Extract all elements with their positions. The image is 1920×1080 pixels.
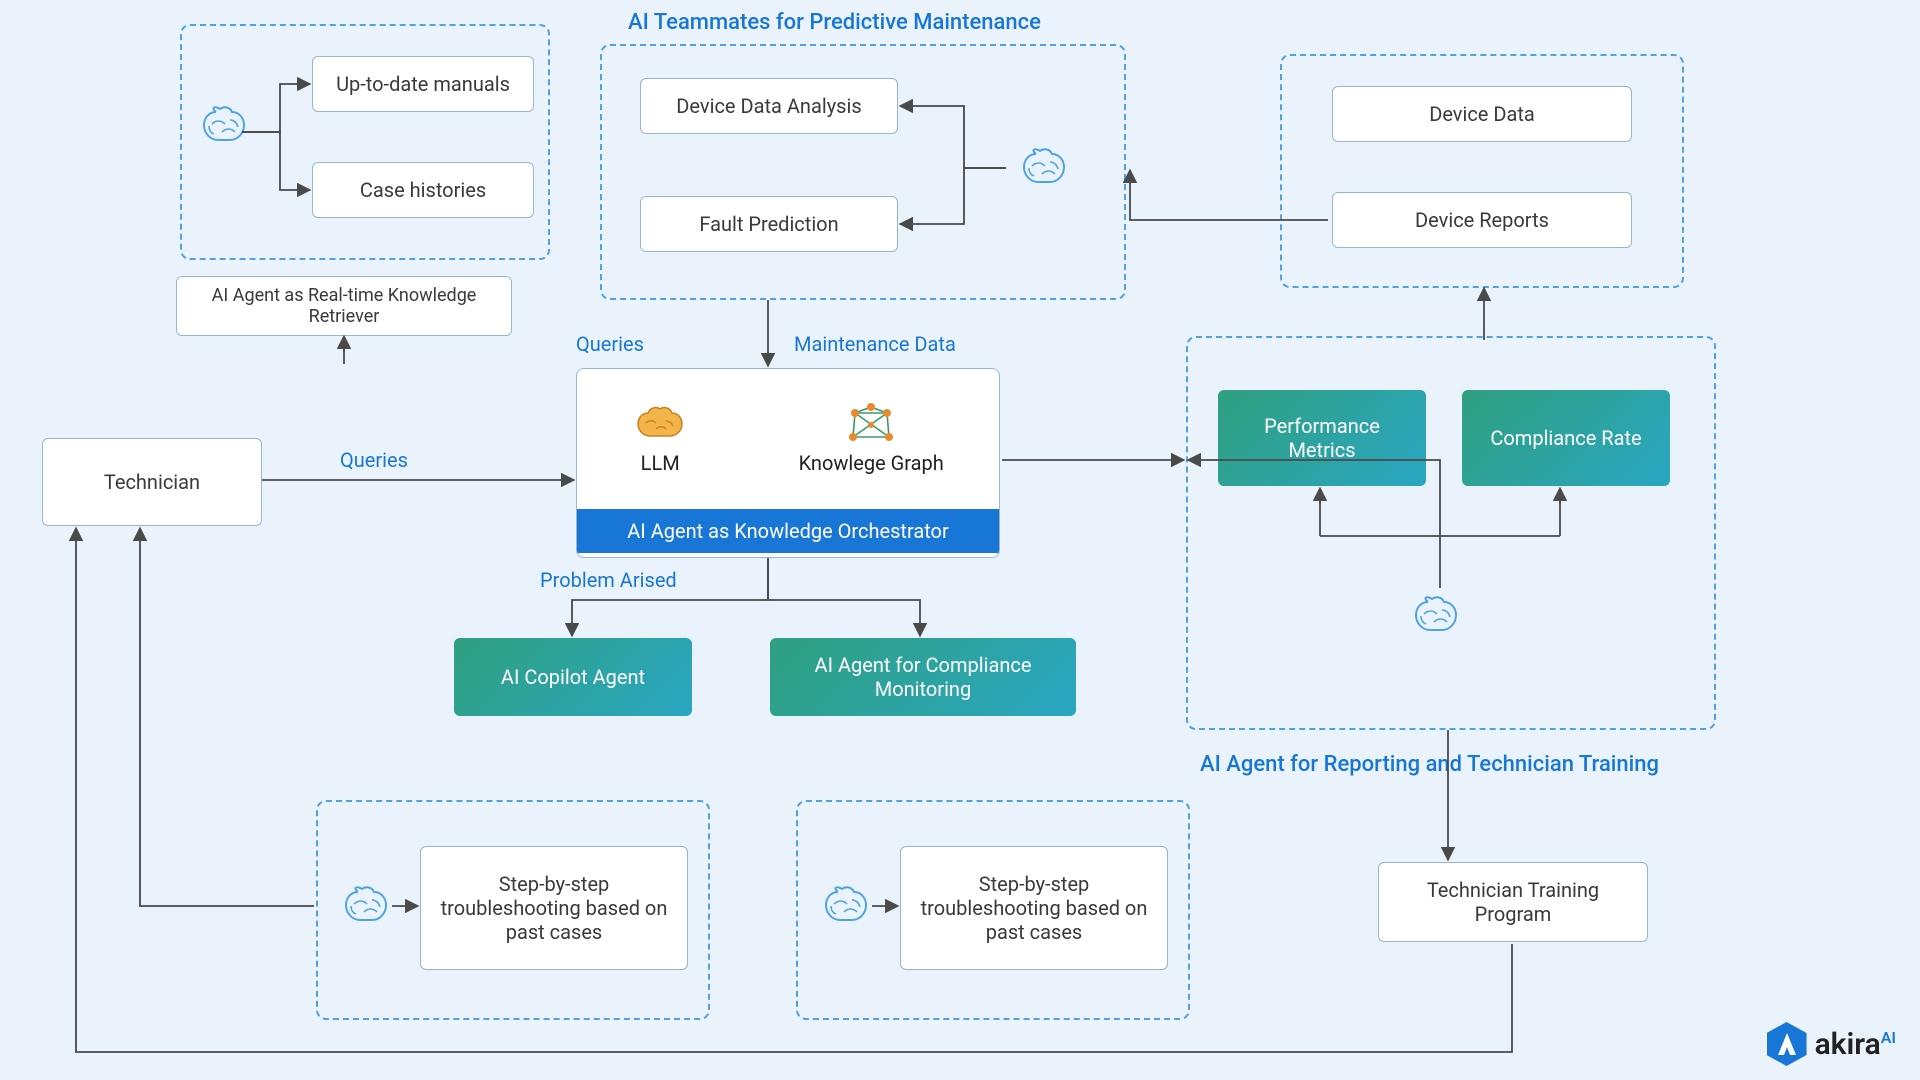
node-technician: Technician bbox=[42, 438, 262, 526]
orchestrator-kg: Knowlege Graph bbox=[799, 403, 944, 475]
node-device-data: Device Data bbox=[1332, 86, 1632, 142]
orchestrator-kg-label: Knowlege Graph bbox=[799, 451, 944, 475]
graph-icon bbox=[843, 403, 899, 447]
orchestrator-llm-label: LLM bbox=[641, 451, 680, 475]
node-compliance-rate: Compliance Rate bbox=[1462, 390, 1670, 486]
brain-icon-metrics bbox=[1410, 594, 1462, 644]
brain-icon-kr bbox=[198, 104, 250, 154]
logo-text: akiraAI bbox=[1815, 1027, 1896, 1062]
label-maintenance-data: Maintenance Data bbox=[794, 332, 956, 356]
heading-reporting-training: AI Agent for Reporting and Technician Tr… bbox=[1200, 752, 1659, 777]
logo-badge-icon bbox=[1767, 1022, 1807, 1066]
brain-icon-pm bbox=[1018, 146, 1070, 196]
brain-icon-t2 bbox=[820, 884, 872, 934]
node-troubleshoot-2: Step-by-step troubleshooting based on pa… bbox=[900, 846, 1168, 970]
diagram-canvas: AI Teammates for Predictive Maintenance … bbox=[0, 0, 1920, 1080]
node-device-data-analysis: Device Data Analysis bbox=[640, 78, 898, 134]
node-compliance-monitoring: AI Agent for Compliance Monitoring bbox=[770, 638, 1076, 716]
label-queries-up: Queries bbox=[576, 332, 644, 356]
node-troubleshoot-1: Step-by-step troubleshooting based on pa… bbox=[420, 846, 688, 970]
node-training-program: Technician Training Program bbox=[1378, 862, 1648, 942]
node-orchestrator: LLM Knowlege Graph bbox=[576, 368, 1000, 558]
logo: akiraAI bbox=[1767, 1022, 1896, 1066]
node-device-reports: Device Reports bbox=[1332, 192, 1632, 248]
orchestrator-llm: LLM bbox=[632, 403, 688, 475]
node-fault-prediction: Fault Prediction bbox=[640, 196, 898, 252]
brain-icon-t1 bbox=[340, 884, 392, 934]
label-problem-arised: Problem Arised bbox=[540, 568, 677, 592]
logo-sup: AI bbox=[1881, 1028, 1896, 1047]
node-copilot-agent: AI Copilot Agent bbox=[454, 638, 692, 716]
brain-gold-icon bbox=[632, 403, 688, 447]
orchestrator-caption: AI Agent as Knowledge Orchestrator bbox=[577, 509, 999, 553]
label-queries-tech: Queries bbox=[340, 448, 408, 472]
logo-name: akira bbox=[1815, 1027, 1881, 1062]
node-knowledge-retriever-caption: AI Agent as Real-time Knowledge Retrieve… bbox=[176, 276, 512, 336]
node-case-histories: Case histories bbox=[312, 162, 534, 218]
node-manuals: Up-to-date manuals bbox=[312, 56, 534, 112]
node-performance-metrics: Performance Metrics bbox=[1218, 390, 1426, 486]
heading-predictive-maintenance: AI Teammates for Predictive Maintenance bbox=[628, 10, 1041, 35]
